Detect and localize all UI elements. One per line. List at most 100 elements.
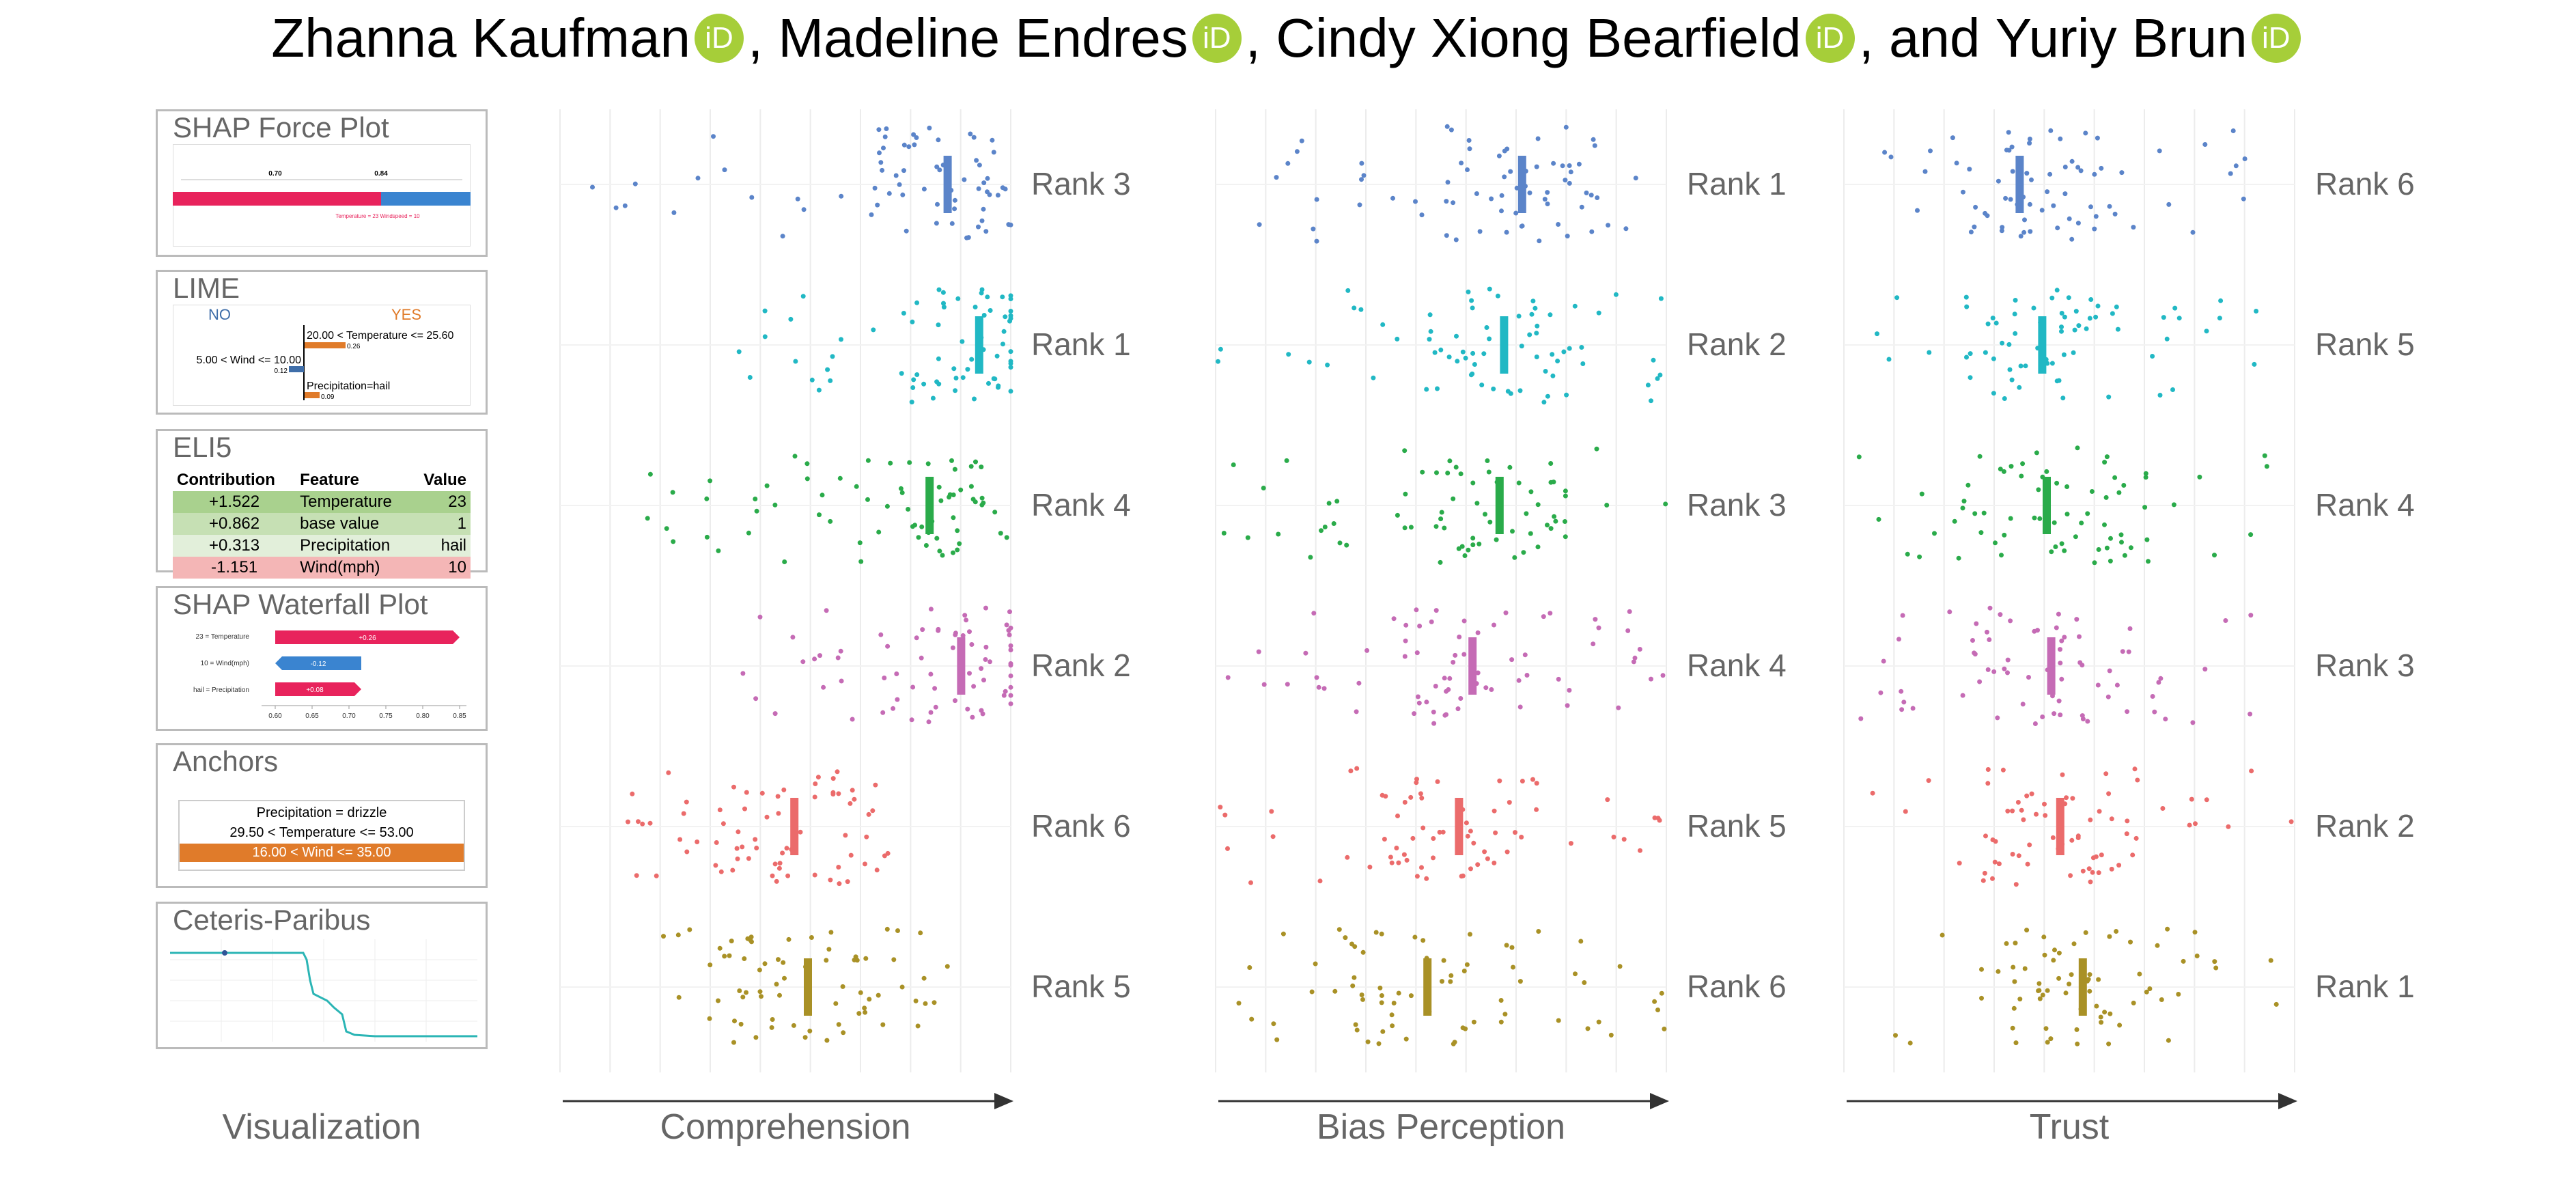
data-point [2078, 168, 2084, 173]
eli5-value: 23 [448, 492, 466, 511]
data-point [916, 535, 921, 540]
data-point [901, 311, 906, 316]
data-point [910, 319, 915, 324]
data-point [1967, 167, 1972, 172]
data-point [2075, 221, 2081, 226]
data-point [2093, 314, 2099, 320]
data-point [915, 1023, 921, 1029]
data-point [817, 653, 822, 658]
data-point [2056, 611, 2061, 617]
data-point [1899, 707, 1905, 712]
data-point [2094, 1003, 2099, 1009]
data-point [2172, 305, 2178, 311]
data-point [1361, 173, 1367, 178]
rank-label: Rank 3 [1031, 166, 1131, 202]
data-point [1608, 1032, 1614, 1038]
data-point [1621, 837, 1627, 842]
data-point [1573, 971, 1578, 977]
data-point [1998, 467, 2003, 472]
data-point [717, 807, 723, 813]
data-point [2006, 130, 2011, 135]
data-point [2060, 395, 2066, 401]
data-point [2166, 202, 2172, 207]
waterfall-bar-wind [275, 656, 361, 670]
data-point [901, 168, 906, 173]
data-point [1548, 611, 1553, 616]
data-point [736, 829, 741, 835]
data-point [2022, 217, 2027, 223]
data-point [936, 626, 941, 632]
data-point [1982, 870, 1987, 876]
data-point [2064, 484, 2070, 489]
data-point [824, 608, 829, 613]
data-point [884, 126, 889, 131]
data-point [2152, 709, 2157, 714]
data-point [2079, 520, 2084, 526]
data-point [1613, 292, 1619, 297]
data-point [1414, 650, 1420, 656]
data-point [1419, 795, 1425, 801]
data-point [1882, 150, 1888, 155]
data-point [707, 1016, 712, 1021]
data-point [951, 366, 957, 372]
data-point [1996, 178, 2001, 184]
data-point [1928, 148, 1933, 154]
data-point [2093, 854, 2099, 859]
data-point [952, 197, 957, 203]
orcid-icon[interactable]: iD [1805, 13, 1855, 63]
data-point [1439, 510, 1444, 515]
data-point [1963, 294, 1969, 300]
data-point [971, 684, 977, 689]
data-point [2194, 954, 2200, 958]
data-point [1932, 531, 1937, 536]
data-point [921, 975, 927, 981]
data-point [1391, 616, 1397, 622]
orcid-icon[interactable]: iD [694, 13, 744, 63]
data-point [864, 834, 869, 839]
lime-value-wind: 0.12 [275, 367, 288, 375]
data-point [1419, 212, 1425, 218]
data-point [1568, 169, 1573, 175]
data-point [1414, 607, 1419, 613]
data-point [998, 531, 1003, 536]
data-point [936, 137, 941, 143]
data-point [632, 181, 638, 186]
data-point [2212, 959, 2217, 964]
data-point [2007, 367, 2013, 372]
data-point [964, 617, 969, 623]
data-point [1493, 830, 1498, 835]
data-point [1563, 534, 1568, 540]
data-point [762, 334, 768, 339]
data-point [2248, 532, 2254, 538]
data-point [865, 458, 871, 463]
data-point [891, 706, 896, 711]
data-point [1309, 989, 1315, 995]
data-point [2068, 873, 2073, 878]
orcid-icon[interactable]: iD [1192, 13, 1242, 63]
data-point [1567, 180, 1572, 186]
data-point [1578, 939, 1584, 944]
data-point [971, 135, 977, 140]
data-point [839, 337, 843, 342]
data-point [2059, 638, 2064, 643]
data-point [1424, 876, 1429, 881]
data-point [1534, 807, 1539, 812]
waterfall-tick-label: 0.85 [453, 712, 466, 720]
data-point [1437, 829, 1442, 835]
data-point [2109, 866, 2114, 872]
data-point [1498, 998, 1504, 1003]
data-point [986, 380, 991, 386]
data-point [828, 518, 833, 524]
data-point [782, 559, 787, 564]
data-point [2226, 824, 2231, 829]
data-point [757, 989, 763, 995]
data-point [921, 381, 927, 387]
data-point [1552, 514, 1557, 519]
orcid-icon[interactable]: iD [2251, 13, 2301, 63]
data-point [1996, 969, 2001, 974]
data-point [1345, 288, 1351, 293]
data-point [2119, 170, 2125, 176]
data-point [2062, 548, 2067, 553]
data-point [1442, 676, 1447, 681]
data-point [1896, 637, 1901, 642]
